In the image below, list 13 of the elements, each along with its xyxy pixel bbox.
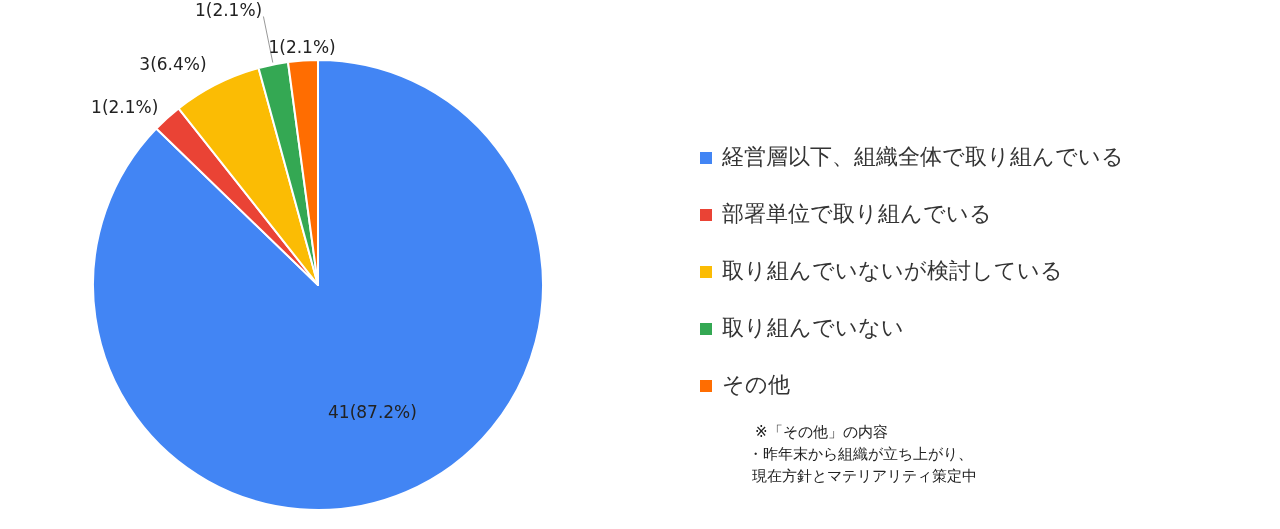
text: ・昨年末から組織が立ち上がり、 (748, 444, 973, 463)
data-label: 3(6.4%) (139, 53, 207, 74)
legend-label: 取り組んでいない (722, 315, 904, 340)
data-label: 1(2.1%) (268, 36, 336, 57)
data-label: 1(2.1%) (91, 97, 159, 118)
data-label: 41(87.2%) (328, 402, 417, 423)
legend-label: 経営層以下、組織全体で取り組んでいる (721, 144, 1124, 169)
text: 現在方針とマテリアリティ策定中 (752, 466, 977, 485)
legend-label: 取り組んでいないが検討している (722, 258, 1063, 283)
text: ※「その他」の内容 (755, 422, 888, 441)
legend-label: その他 (722, 372, 790, 397)
legend-label: 部署単位で取り組んでいる (722, 201, 992, 226)
data-label: 1(2.1%) (194, 0, 263, 20)
